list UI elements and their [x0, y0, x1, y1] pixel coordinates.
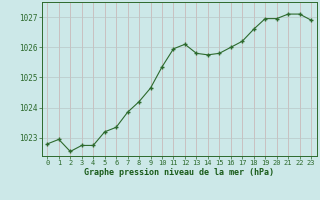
X-axis label: Graphe pression niveau de la mer (hPa): Graphe pression niveau de la mer (hPa) — [84, 168, 274, 177]
